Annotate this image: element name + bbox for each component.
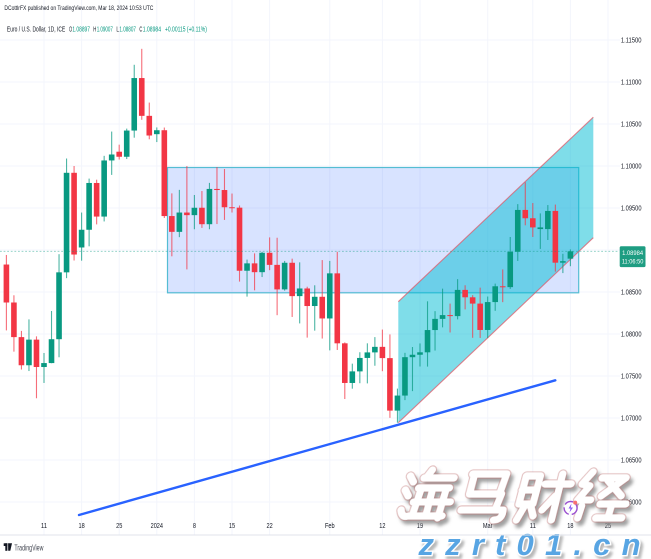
svg-text:1.06000: 1.06000: [621, 498, 642, 507]
svg-text:25: 25: [116, 521, 122, 530]
svg-text:Feb: Feb: [325, 521, 335, 530]
svg-text:1.11000: 1.11000: [621, 78, 642, 87]
svg-text:Euro / U.S. Dollar, 1D, ICE: Euro / U.S. Dollar, 1D, ICE: [7, 24, 65, 33]
svg-text:H: H: [93, 24, 96, 33]
svg-text:1.07000: 1.07000: [621, 414, 642, 423]
svg-text:2024: 2024: [151, 521, 163, 530]
svg-text:+0.00115 (+0.11%): +0.00115 (+0.11%): [165, 24, 207, 33]
svg-text:1.07500: 1.07500: [621, 372, 642, 381]
svg-text:8: 8: [193, 521, 196, 530]
svg-text:12: 12: [379, 521, 385, 530]
svg-text:L: L: [116, 24, 119, 33]
svg-text:1.09500: 1.09500: [621, 204, 642, 213]
svg-text:1.06500: 1.06500: [621, 456, 642, 465]
svg-text:11: 11: [530, 521, 536, 530]
svg-text:19: 19: [417, 521, 423, 530]
svg-text:1.10000: 1.10000: [621, 162, 642, 171]
svg-text:22: 22: [267, 521, 273, 530]
svg-text:1.10500: 1.10500: [621, 120, 642, 129]
svg-text:18: 18: [79, 521, 85, 530]
svg-text:11: 11: [41, 521, 47, 530]
svg-text:Mar: Mar: [483, 521, 493, 530]
svg-text:1.08807: 1.08807: [119, 24, 135, 33]
svg-text:18: 18: [567, 521, 573, 530]
svg-text:C: C: [139, 24, 142, 33]
svg-text:1.08984: 1.08984: [143, 24, 161, 33]
svg-text:25: 25: [605, 521, 611, 530]
svg-text:1.08500: 1.08500: [621, 288, 642, 297]
svg-text:O: O: [69, 24, 72, 33]
svg-text:1.08984: 1.08984: [622, 250, 643, 257]
svg-text:1.11500: 1.11500: [621, 36, 642, 45]
svg-text:11:06:50: 11:06:50: [622, 259, 644, 266]
svg-text:zzrt01.cn: zzrt01.cn: [418, 527, 648, 559]
svg-text:TradingView: TradingView: [14, 544, 43, 553]
svg-text:1.08897: 1.08897: [72, 24, 90, 33]
svg-text:15: 15: [229, 521, 235, 530]
svg-text:DCottlrFX published on Trading: DCottlrFX published on TradingView.com, …: [4, 5, 153, 12]
svg-text:1.09007: 1.09007: [97, 24, 113, 33]
svg-text:1.08000: 1.08000: [621, 330, 642, 339]
